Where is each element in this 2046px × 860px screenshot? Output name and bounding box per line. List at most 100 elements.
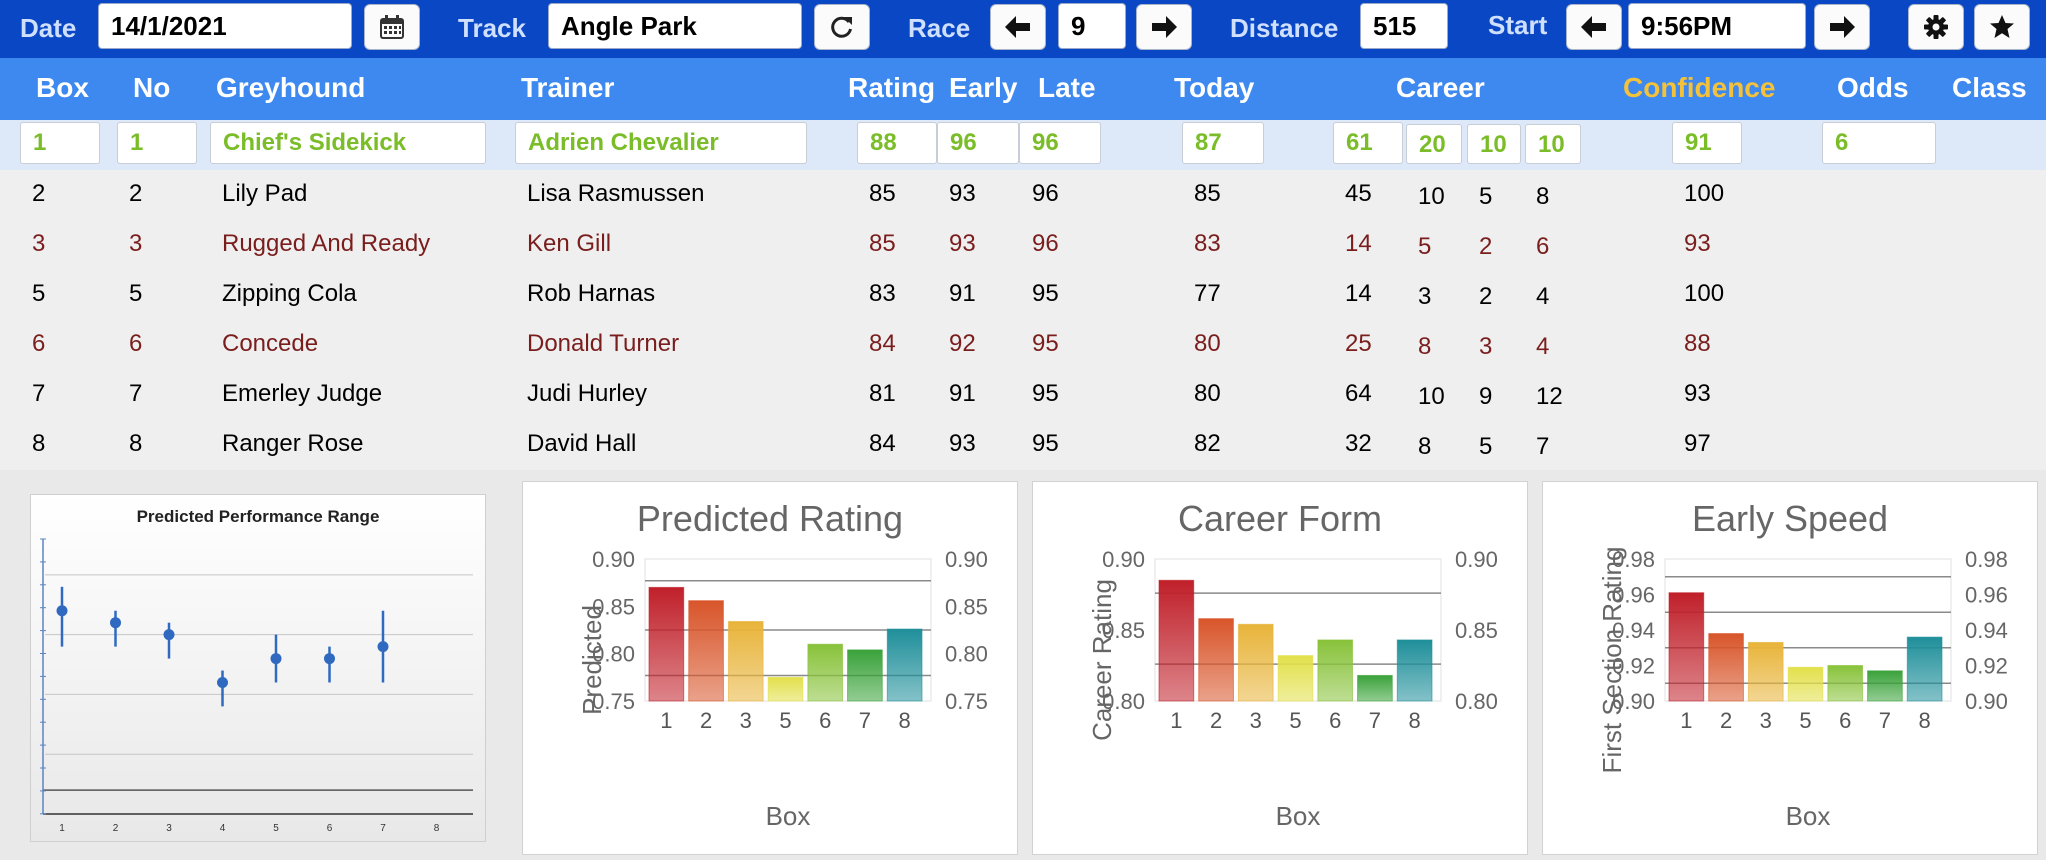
race-field[interactable]: 9 [1058,3,1126,49]
star-icon [1990,15,2014,38]
selected-today-field[interactable]: 87 [1182,122,1264,164]
selected-runner-row[interactable]: 1 1 Chief's Sidekick Adrien Chevalier 88… [0,120,2046,170]
track-field[interactable]: Angle Park [548,3,802,49]
cell-career-1: 14 [1345,280,1372,307]
race-label: Race [908,13,971,43]
y-tick-label-right: 0.94 [1965,618,2008,643]
col-no[interactable]: No [133,72,171,103]
selected-no-field[interactable]: 1 [117,122,197,164]
col-rating[interactable]: Rating [848,72,936,103]
x-tick-label: 2 [113,823,119,834]
col-early[interactable]: Early [949,72,1018,103]
cell-rating: 81 [869,380,896,407]
refresh-icon [831,16,852,38]
selected-career-field[interactable]: 10 [1467,124,1521,164]
y-tick-label-right: 0.90 [1965,689,2008,714]
y-tick-label-right: 0.85 [945,594,988,619]
data-point [110,617,121,629]
x-tick-label: 1 [660,708,672,733]
distance-field[interactable]: 515 [1360,3,1448,49]
data-point [217,676,228,688]
cell-greyhound: Lily Pad [222,180,308,207]
selected-rating-field[interactable]: 88 [857,122,937,164]
bar [1906,636,1943,702]
selected-confidence-field[interactable]: 91 [1672,122,1742,164]
col-career[interactable]: Career [1396,72,1485,103]
selected-early-field[interactable]: 96 [937,122,1019,164]
selected-odds-field[interactable]: 6 [1822,122,1936,164]
y-tick-label-right: 0.98 [1965,547,2008,572]
cell-career-3: 5 [1479,433,1493,460]
x-tick-label: 7 [1369,708,1381,733]
selected-late-field[interactable]: 96 [1019,122,1101,164]
cell-career-4: 4 [1536,283,1550,310]
bar [1277,655,1314,702]
table-row[interactable]: 8 8 Ranger Rose David Hall 84 93 95 82 3… [0,420,2046,470]
cell-career-2: 10 [1418,383,1445,410]
y-axis-title: Career Rating [1087,579,1117,741]
cell-box: 5 [32,280,46,307]
date-field[interactable]: 14/1/2021 [98,3,352,49]
x-axis-title: Box [1786,801,1831,831]
selected-career-field[interactable]: 20 [1406,124,1462,164]
selected-box-field[interactable]: 1 [20,122,100,164]
calendar-icon [380,15,404,39]
cell-trainer: Judi Hurley [527,380,648,407]
x-tick-label: 5 [273,823,279,834]
col-late[interactable]: Late [1038,72,1096,103]
x-tick-label: 2 [1210,708,1222,733]
settings-button[interactable] [1908,4,1964,50]
cell-box: 8 [32,430,46,457]
race-next-button[interactable] [1136,4,1192,50]
selected-trainer-field[interactable]: Adrien Chevalier [515,122,807,164]
table-row[interactable]: 6 6 Concede Donald Turner 84 92 95 80 25… [0,320,2046,370]
table-row[interactable]: 7 7 Emerley Judge Judi Hurley 81 91 95 8… [0,370,2046,420]
bar [1787,666,1824,702]
table-row[interactable]: 5 5 Zipping Cola Rob Harnas 83 91 95 77 … [0,270,2046,320]
selected-career-field[interactable]: 10 [1525,124,1581,164]
col-trainer[interactable]: Trainer [521,72,615,103]
performance-range-panel: Predicted Performance Range 1 2 3 4 5 6 7 8 [30,494,486,842]
cell-no: 3 [129,230,143,257]
cell-late: 95 [1032,280,1059,307]
race-prev-button[interactable] [990,4,1046,50]
bar [1708,633,1744,702]
cell-no: 6 [129,330,143,357]
cell-late: 95 [1032,330,1059,357]
start-time-field[interactable]: 9:56PM [1628,3,1806,49]
bar [1237,623,1274,702]
cell-career-3: 2 [1479,283,1493,310]
data-point [163,629,175,641]
col-odds[interactable]: Odds [1837,72,1909,103]
col-greyhound[interactable]: Greyhound [216,72,366,103]
start-next-button[interactable] [1814,4,1870,50]
x-tick-label: 1 [1170,708,1182,733]
col-box[interactable]: Box [36,72,89,103]
bar [1357,674,1393,702]
col-confidence[interactable]: Confidence [1623,72,1776,103]
col-class[interactable]: Class [1952,72,2027,103]
y-tick-label-right: 0.90 [945,547,988,572]
col-today[interactable]: Today [1174,72,1255,103]
table-row[interactable]: 3 3 Rugged And Ready Ken Gill 85 93 96 8… [0,220,2046,270]
x-tick-label: 6 [819,708,831,733]
table-header: Box No Greyhound Trainer Rating Early La… [0,58,2046,120]
chart-title: Career Form [1177,498,1383,539]
arrow-right-icon [1152,16,1177,38]
favorite-button[interactable] [1974,4,2030,50]
x-tick-label: 7 [380,823,386,834]
selected-career-field[interactable]: 61 [1333,122,1403,164]
selected-greyhound-field[interactable]: Chief's Sidekick [210,122,486,164]
cell-trainer: Lisa Rasmussen [527,180,705,207]
cell-rating: 84 [869,430,896,457]
calendar-button[interactable] [364,4,420,50]
cell-box: 7 [32,380,46,407]
distance-label: Distance [1230,13,1339,43]
table-row[interactable]: 2 2 Lily Pad Lisa Rasmussen 85 93 96 85 … [0,170,2046,220]
y-tick-label-left: 0.80 [592,642,635,667]
start-prev-button[interactable] [1566,4,1622,50]
refresh-button[interactable] [814,4,870,50]
chart-title: Predicted Rating [636,498,904,539]
track-label: Track [458,13,526,43]
cell-late: 96 [1032,230,1059,257]
